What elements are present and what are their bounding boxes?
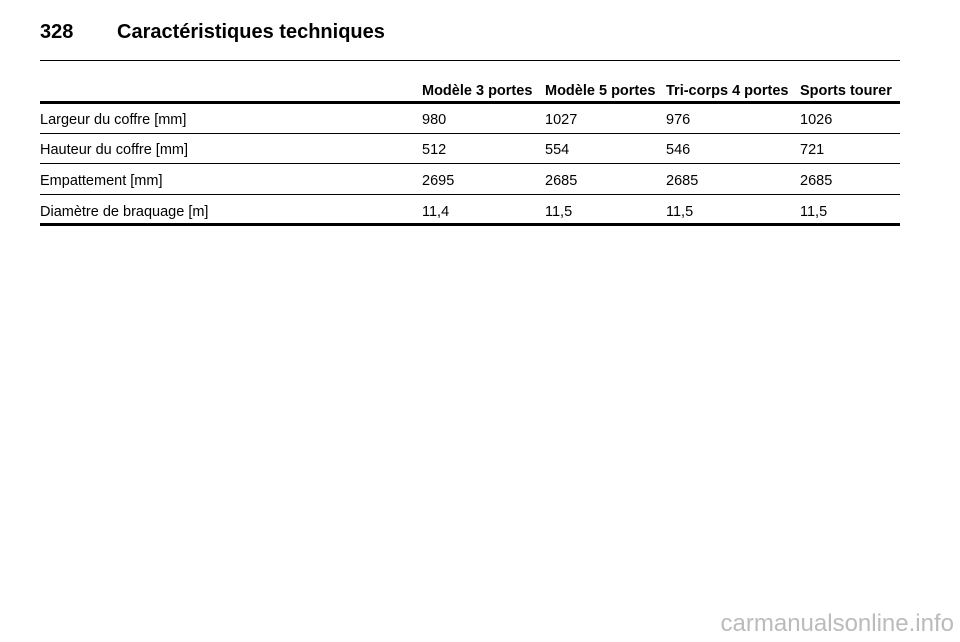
cell-value: 1026 bbox=[800, 112, 833, 128]
cell-value: 2685 bbox=[800, 173, 833, 189]
row-rule bbox=[40, 194, 900, 195]
row-label: Hauteur du coffre [mm] bbox=[40, 142, 189, 158]
header-rule bbox=[40, 60, 900, 61]
column-header: Modèle 5 portes bbox=[545, 83, 656, 99]
cell-value: 554 bbox=[545, 142, 570, 158]
cell-value: 512 bbox=[422, 142, 447, 158]
cell-value: 11,4 bbox=[422, 204, 450, 220]
watermark: carmanualsonline.info bbox=[720, 610, 954, 637]
cell-value: 11,5 bbox=[545, 204, 573, 220]
page-title: Caractéristiques techniques bbox=[117, 21, 385, 43]
column-header: Modèle 3 portes bbox=[422, 83, 533, 99]
cell-value: 2685 bbox=[666, 173, 699, 189]
row-label: Diamètre de braquage [m] bbox=[40, 204, 209, 220]
cell-value: 721 bbox=[800, 142, 825, 158]
cell-value: 11,5 bbox=[666, 204, 694, 220]
row-rule bbox=[40, 133, 900, 134]
cell-value: 980 bbox=[422, 112, 447, 128]
column-header: Sports tourer bbox=[800, 83, 892, 99]
cell-value: 546 bbox=[666, 142, 691, 158]
cell-value: 2685 bbox=[545, 173, 578, 189]
cell-value: 2695 bbox=[422, 173, 455, 189]
column-header: Tri-corps 4 portes bbox=[666, 83, 789, 99]
header-bottom-rule bbox=[40, 101, 900, 104]
row-rule bbox=[40, 163, 900, 164]
cell-value: 11,5 bbox=[800, 204, 828, 220]
page-number: 328 bbox=[40, 21, 74, 43]
cell-value: 1027 bbox=[545, 112, 578, 128]
row-label: Largeur du coffre [mm] bbox=[40, 112, 187, 128]
cell-value: 976 bbox=[666, 112, 691, 128]
table-bottom-rule bbox=[40, 223, 900, 226]
row-label: Empattement [mm] bbox=[40, 173, 163, 189]
